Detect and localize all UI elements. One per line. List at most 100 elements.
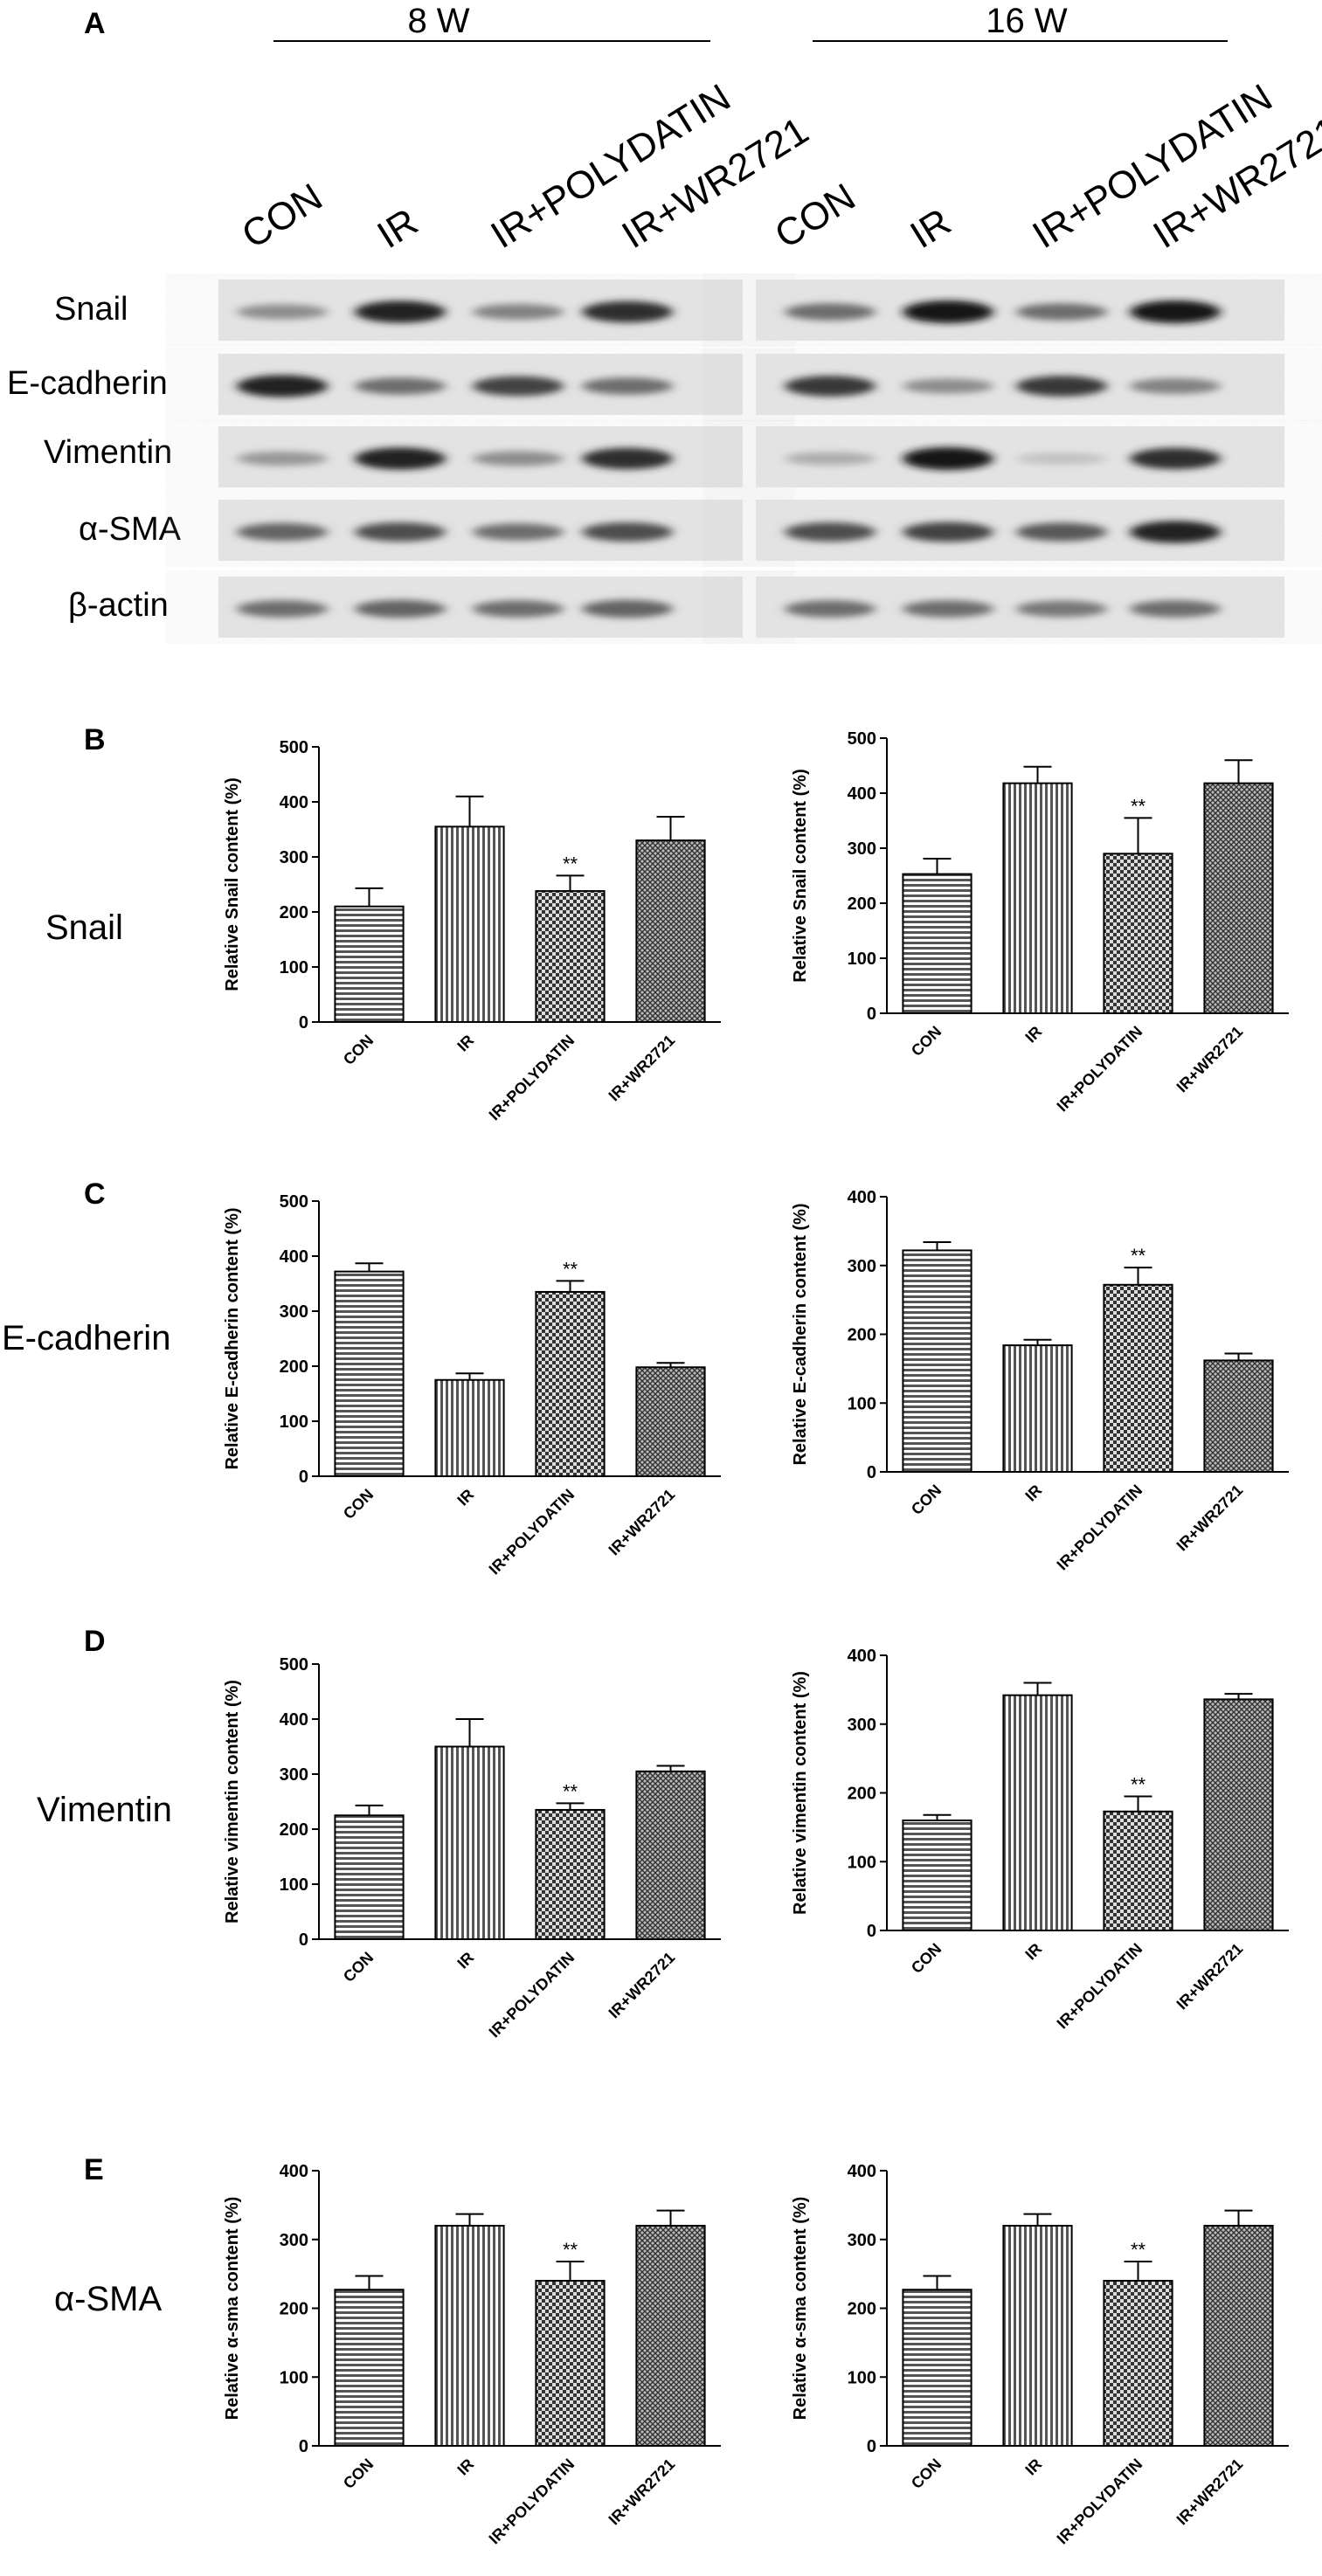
section-label-alpha-sma: α-SMA: [54, 2280, 163, 2318]
y-tick-label-200: 200: [280, 2300, 308, 2319]
blot-band-actin-16w-lane3: [1016, 600, 1107, 618]
y-axis-label: Relative α-sma content (%): [223, 2197, 242, 2421]
bar-con: [902, 1820, 972, 1931]
panel-letter-b: B: [84, 723, 106, 756]
blot-band-vimentin-16w-lane1: [785, 452, 876, 466]
bar-con: [334, 1270, 405, 1477]
time-line-8w: [273, 40, 710, 42]
blot-band-snail-16w-lane2: [903, 300, 993, 323]
bar-ir-wr2721: [1203, 2225, 1274, 2447]
y-tick-label-0: 0: [299, 1468, 308, 1487]
x-tick-label-1: CON: [908, 1023, 945, 1060]
y-tick-label-100: 100: [280, 2368, 308, 2387]
x-tick-label-4: IR+WR2721: [1173, 1481, 1247, 1555]
significance-marker: **: [563, 853, 578, 874]
x-tick-label-2: IR: [1021, 1940, 1045, 1964]
y-tick-label-400: 400: [280, 2162, 308, 2181]
blot-band-actin-8w-lane4: [582, 599, 673, 618]
panel-letter-d: D: [84, 1625, 106, 1658]
blot-band-snail-16w-lane1: [785, 303, 876, 321]
bar-ir-wr2721: [635, 2225, 706, 2447]
blot-band-vimentin-8w-lane3: [473, 451, 564, 466]
bar-ir-polydatin: [1103, 1810, 1173, 1931]
y-axis-label: Relative E-cadherin content (%): [223, 1207, 242, 1469]
y-tick-label-100: 100: [280, 958, 308, 977]
section-label-snail: Snail: [45, 908, 123, 947]
y-tick-label-300: 300: [280, 2231, 308, 2250]
y-axis-label: Relative vimentin content (%): [223, 1680, 242, 1923]
blot-band-vimentin-8w-lane1: [237, 451, 328, 466]
blot-band-snail-8w-lane1: [237, 304, 328, 320]
blot-band-snail-8w-lane4: [582, 300, 673, 323]
bar-con: [902, 1249, 972, 1473]
blot-band-actin-8w-lane2: [355, 599, 446, 618]
y-tick-label-500: 500: [280, 738, 308, 757]
y-tick-label-500: 500: [848, 729, 876, 749]
y-tick-label-200: 200: [280, 903, 308, 922]
chart-snail-8w: Relative Snail content (%) 0 100 200 300 400 5…: [223, 738, 721, 1123]
blot-band-sma-16w-lane1: [785, 522, 876, 542]
x-tick-label-2: IR: [1021, 1023, 1045, 1046]
x-tick-label-4: IR+WR2721: [1173, 1940, 1247, 2013]
bar-ir: [434, 1745, 505, 1940]
y-tick-label-400: 400: [280, 1710, 308, 1730]
bar-ir: [1002, 1344, 1073, 1473]
blot-band-sma-16w-lane4: [1130, 521, 1221, 543]
x-tick-label-4: IR+WR2721: [606, 1949, 679, 2022]
significance-marker: **: [1131, 795, 1146, 817]
blot-band-actin-8w-lane1: [237, 600, 328, 618]
y-tick-label-0: 0: [299, 1013, 308, 1032]
section-label-vimentin: Vimentin: [37, 1791, 172, 1829]
blot-band-ecadherin-16w-lane3: [1016, 376, 1107, 397]
bar-con: [902, 873, 972, 1014]
bar-ir-wr2721: [635, 1366, 706, 1477]
y-tick-label-300: 300: [280, 848, 308, 867]
y-tick-label-400: 400: [848, 1647, 876, 1666]
bar-ir-wr2721: [1203, 1698, 1274, 1932]
panel-letter-e: E: [84, 2153, 104, 2186]
row-label-alpha-sma: α-SMA: [79, 511, 181, 548]
bar-ir-wr2721: [1203, 782, 1274, 1014]
chart-alpha-sma-16w: Relative α-sma content (%) 0 100 200 300 400 C…: [791, 2162, 1289, 2548]
blot-band-ecadherin-8w-lane1: [237, 375, 328, 397]
y-tick-label-200: 200: [848, 1326, 876, 1345]
significance-marker: **: [1131, 1773, 1146, 1795]
blot-band-sma-16w-lane3: [1016, 522, 1107, 542]
x-tick-label-3: IR+POLYDATIN: [486, 1486, 578, 1578]
x-tick-label-1: CON: [340, 1486, 377, 1523]
time-title-16w: 16 W: [986, 2, 1068, 40]
blot-band-snail-8w-lane3: [473, 304, 564, 320]
y-tick-label-400: 400: [280, 793, 308, 812]
bar-ir-polydatin: [535, 890, 606, 1023]
x-tick-label-4: IR+WR2721: [606, 1486, 679, 1559]
y-tick-label-100: 100: [280, 1875, 308, 1895]
x-tick-label-3: IR+POLYDATIN: [1054, 1481, 1146, 1574]
y-tick-label-0: 0: [867, 1463, 876, 1482]
x-tick-label-3: IR+POLYDATIN: [486, 1949, 578, 2041]
y-axis-label: Relative Snail content (%): [223, 777, 242, 991]
row-label-e-cadherin: E-cadherin: [7, 365, 168, 402]
blot-band-actin-16w-lane2: [903, 600, 993, 618]
row-label-beta-actin: β-actin: [68, 587, 169, 624]
x-tick-label-1: CON: [908, 2455, 945, 2492]
time-line-16w: [813, 40, 1228, 42]
panel-letter-a: A: [84, 7, 106, 40]
x-tick-label-3: IR+POLYDATIN: [1054, 2455, 1146, 2548]
panel-letter-c: C: [84, 1178, 106, 1211]
blot-band-actin-16w-lane1: [785, 600, 876, 618]
y-tick-label-100: 100: [848, 1853, 876, 1872]
blot-band-ecadherin-8w-lane3: [473, 376, 564, 397]
x-tick-label-1: CON: [340, 1032, 377, 1068]
section-label-e-cadherin: E-cadherin: [2, 1319, 171, 1357]
chart-e-cadherin-16w: Relative E-cadherin content (%) 0 100 200 30…: [791, 1188, 1289, 1574]
significance-marker: **: [563, 2239, 578, 2261]
bar-ir-wr2721: [635, 1770, 706, 1940]
x-tick-label-1: CON: [340, 1949, 377, 1986]
bar-ir: [434, 2225, 505, 2447]
x-tick-label-4: IR+WR2721: [606, 1032, 679, 1105]
y-tick-label-100: 100: [848, 2368, 876, 2387]
blot-band-snail-8w-lane2: [355, 300, 446, 323]
bar-ir-polydatin: [535, 1290, 606, 1477]
blot-band-ecadherin-16w-lane4: [1130, 378, 1221, 394]
blot-band-vimentin-16w-lane4: [1130, 447, 1221, 470]
